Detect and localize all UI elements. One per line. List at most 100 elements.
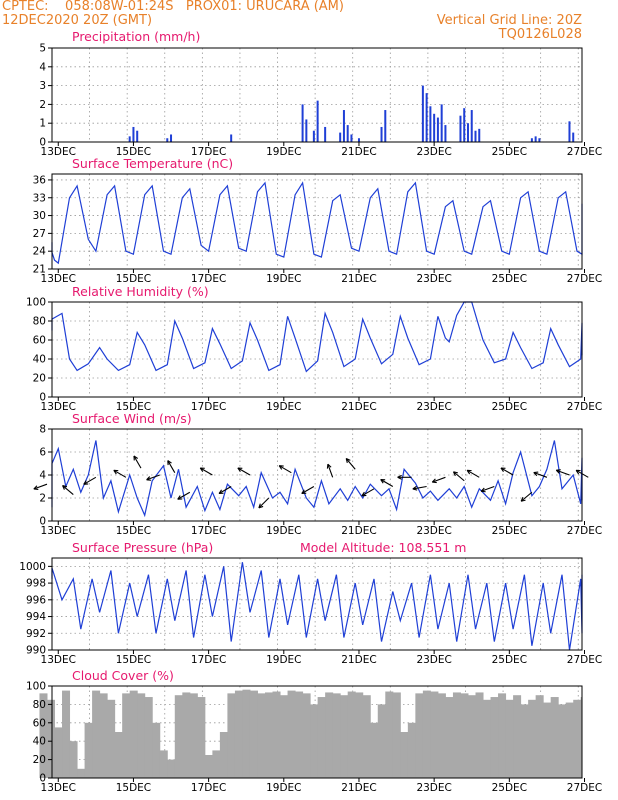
wind-arrow-head	[555, 469, 560, 474]
wind-arrow-shaft	[146, 474, 160, 481]
wind-arrow-shaft	[432, 476, 446, 483]
header-date-line: 12DEC2020 20Z (GMT)	[2, 13, 153, 28]
wind-arrow-head	[133, 455, 138, 459]
cloud-bar	[558, 704, 567, 778]
x-tick-label: 15DEC	[116, 273, 151, 285]
wind-arrow	[520, 491, 533, 502]
x-tick-label: 23DEC	[416, 273, 451, 285]
precip-bar	[339, 132, 342, 142]
precip-bar	[301, 104, 304, 142]
series-line	[51, 440, 583, 518]
x-tick-label: 17DEC	[191, 525, 226, 537]
cloud-bar	[46, 699, 56, 778]
wind-arrow-shaft	[62, 485, 74, 495]
wind-arrow-shaft	[412, 485, 427, 490]
panel-title: Precipitation (mm/h)	[72, 29, 200, 44]
cloud-bar	[325, 692, 334, 778]
wind-arrow-head	[345, 458, 351, 461]
wind-arrow-head	[113, 469, 117, 475]
y-tick-label: 998	[26, 578, 46, 590]
wind-arrow-shaft	[113, 469, 127, 478]
panel-frame	[51, 557, 583, 651]
cloud-bar	[355, 692, 364, 778]
wind-arrow-head	[521, 499, 526, 502]
x-tick-label: 21DEC	[341, 525, 376, 537]
wind-arrow-shaft	[556, 469, 570, 476]
panel-frame	[51, 685, 583, 779]
cloud-bar	[189, 693, 198, 778]
wind-arrow	[326, 463, 334, 478]
precip-bar	[421, 85, 424, 142]
cloud-bar	[400, 732, 409, 778]
x-tick-label: 17DEC	[191, 146, 226, 158]
cloud-bar	[114, 732, 123, 778]
panel-4: 0 2 4 6 8 13DEC 15DEC 17DEC 19DEC 21DEC 23DEC 25DEC…	[33, 411, 602, 537]
wind-arrow	[33, 483, 48, 490]
y-tick-label: 6	[39, 447, 46, 459]
x-tick-label: 27DEC	[567, 146, 602, 158]
cloud-bar	[520, 704, 529, 778]
cloud-bar	[362, 695, 371, 778]
precip-bar	[459, 115, 462, 142]
cloud-bar	[39, 693, 48, 778]
x-tick-label: 25DEC	[492, 146, 527, 158]
x-tick-label: 17DEC	[191, 654, 226, 666]
series-line	[51, 301, 583, 373]
y-tick-label: 0	[39, 773, 46, 785]
wind-arrow-head	[167, 460, 172, 464]
precip-bar	[305, 119, 308, 142]
panel-6: 0 20 40 60 80 100 13DEC 15DEC 17DEC 19DEC 21DEC 23D…	[26, 668, 602, 794]
y-tick-label: 990	[26, 645, 46, 657]
wind-arrow	[133, 455, 142, 469]
y-tick-label: 5	[39, 43, 46, 55]
y-tick-label: 4	[39, 61, 46, 73]
wind-arrow-head	[83, 480, 87, 485]
wind-arrow-head	[361, 491, 365, 497]
y-tick-label: 4	[39, 470, 46, 482]
chart-header: CPTEC: 058:08W-01:24S PROX01: URUCARA (A…	[0, 0, 618, 48]
wind-arrow	[397, 474, 412, 480]
cloud-bar	[242, 689, 251, 778]
wind-arrow	[113, 469, 127, 478]
precip-bar	[433, 113, 436, 142]
panel-title: Surface Temperature (nC)	[72, 156, 233, 171]
cloud-bar	[475, 692, 484, 778]
y-tick-label: 8	[39, 424, 46, 436]
wind-arrow	[466, 469, 480, 478]
x-tick-label: 23DEC	[416, 782, 451, 794]
cloud-bar	[332, 693, 341, 778]
x-tick-label: 13DEC	[41, 782, 76, 794]
precip-bar	[534, 136, 537, 142]
x-tick-label: 23DEC	[416, 401, 451, 413]
cloud-bar	[580, 697, 582, 778]
y-tick-label: 36	[33, 174, 47, 186]
precip-bar	[128, 136, 131, 142]
wind-arrow-head	[258, 503, 261, 509]
x-tick-label: 25DEC	[492, 273, 527, 285]
y-tick-label: 40	[33, 354, 46, 366]
x-tick-label: 27DEC	[567, 782, 602, 794]
x-tick-label: 13DEC	[41, 525, 76, 537]
panel-title: Relative Humidity (%)	[72, 284, 209, 299]
y-tick-label: 24	[33, 246, 47, 258]
wind-arrow-shaft	[218, 486, 232, 494]
precip-bar	[166, 138, 169, 142]
cloud-bar	[287, 690, 296, 778]
wind-arrow-head	[575, 469, 580, 475]
precip-bar	[530, 138, 533, 142]
y-tick-label: 20	[33, 754, 46, 766]
panel-title: Cloud Cover (%)	[72, 668, 174, 683]
cloud-bar	[422, 690, 431, 778]
cloud-bar	[92, 690, 101, 778]
cloud-bar	[69, 741, 78, 778]
wind-arrow-head	[345, 458, 348, 464]
wind-arrow-head	[33, 485, 38, 490]
precip-bar	[572, 132, 575, 142]
precip-bar	[357, 138, 360, 142]
wind-arrow	[83, 476, 97, 485]
x-tick-label: 25DEC	[492, 525, 527, 537]
wind-arrow	[431, 476, 446, 484]
wind-arrow-head	[452, 471, 456, 477]
header-location-line: CPTEC: 058:08W-01:24S PROX01: URUCARA (A…	[2, 0, 344, 14]
cloud-bar	[62, 690, 71, 778]
